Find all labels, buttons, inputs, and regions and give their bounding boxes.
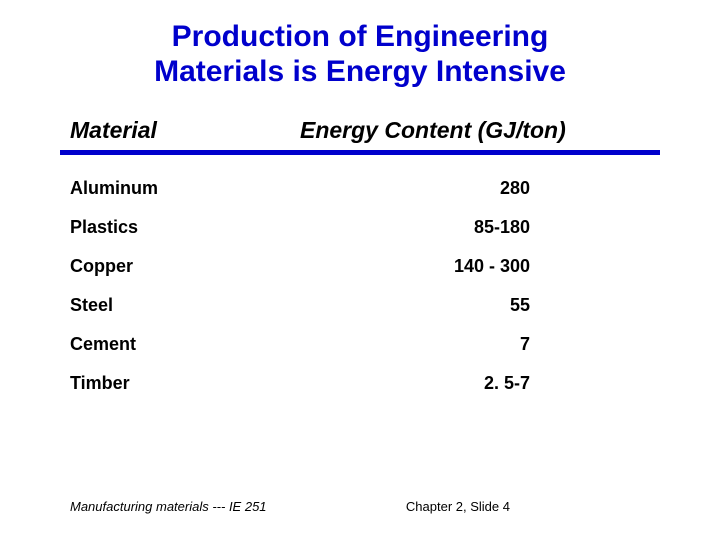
footer-right: Chapter 2, Slide 4 (406, 499, 650, 514)
footer: Manufacturing materials --- IE 251 Chapt… (0, 499, 720, 514)
title-line-2: Materials is Energy Intensive (60, 55, 660, 90)
header-rule (60, 150, 660, 155)
table-header: Material Energy Content (GJ/ton) (60, 117, 660, 150)
table-row: Aluminum280 (60, 169, 660, 208)
table-row: Plastics85-180 (60, 208, 660, 247)
footer-left: Manufacturing materials --- IE 251 (70, 499, 267, 514)
cell-material: Aluminum (70, 178, 270, 199)
cell-material: Plastics (70, 217, 270, 238)
cell-energy: 2. 5-7 (270, 373, 650, 394)
table-row: Timber2. 5-7 (60, 364, 660, 403)
col-header-material: Material (70, 117, 270, 144)
table-body: Aluminum280Plastics85-180Copper140 - 300… (60, 169, 660, 403)
energy-table: Material Energy Content (GJ/ton) Aluminu… (60, 117, 660, 403)
cell-energy: 280 (270, 178, 650, 199)
cell-energy: 7 (270, 334, 650, 355)
cell-energy: 55 (270, 295, 650, 316)
table-row: Steel55 (60, 286, 660, 325)
col-header-energy: Energy Content (GJ/ton) (270, 117, 650, 144)
title-line-1: Production of Engineering (60, 20, 660, 55)
cell-material: Cement (70, 334, 270, 355)
slide-title: Production of Engineering Materials is E… (60, 20, 660, 89)
cell-energy: 85-180 (270, 217, 650, 238)
cell-material: Steel (70, 295, 270, 316)
table-row: Copper140 - 300 (60, 247, 660, 286)
cell-material: Copper (70, 256, 270, 277)
slide: Production of Engineering Materials is E… (0, 0, 720, 540)
cell-energy: 140 - 300 (270, 256, 650, 277)
cell-material: Timber (70, 373, 270, 394)
table-row: Cement7 (60, 325, 660, 364)
